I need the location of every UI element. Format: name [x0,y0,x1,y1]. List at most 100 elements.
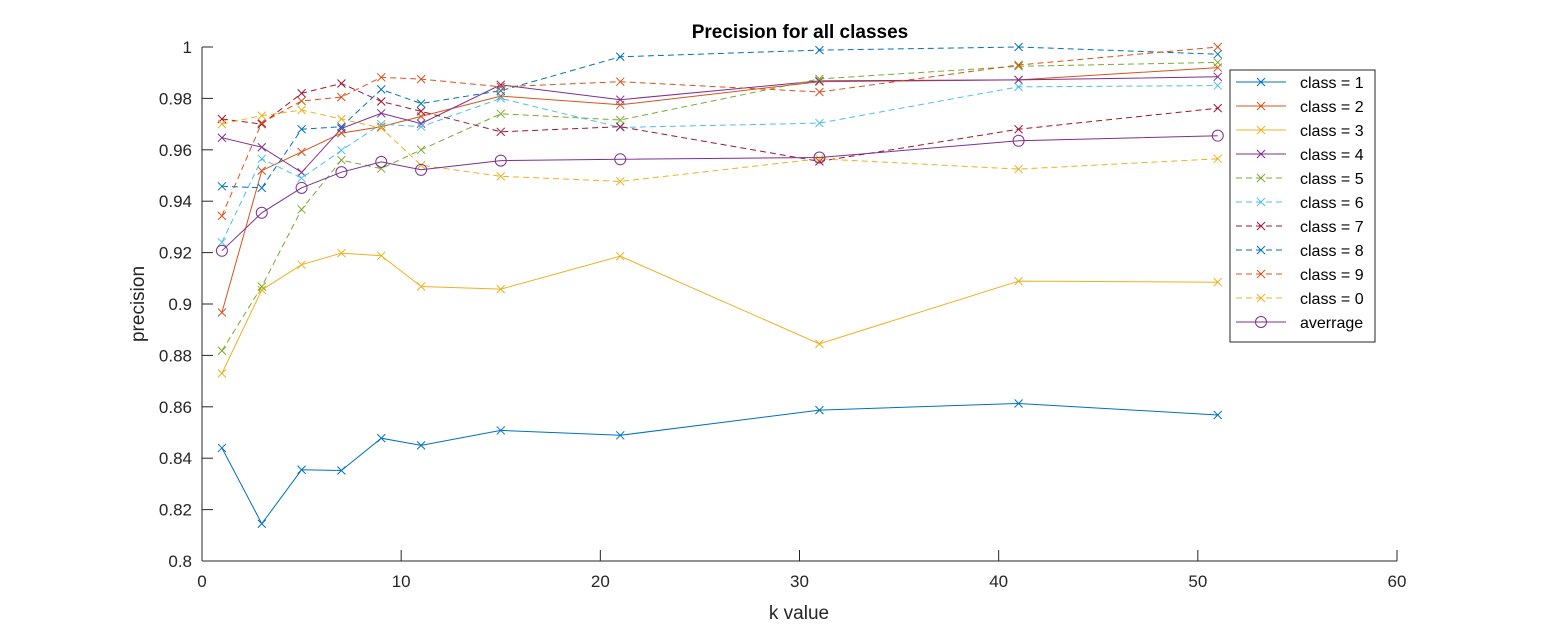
data-point [815,405,824,415]
y-tick-label: 0.88 [159,346,192,365]
legend-marker [1256,221,1266,231]
data-point [813,151,826,164]
data-point [257,519,267,529]
data-point [376,251,386,261]
data-point [496,284,506,294]
series-10 [215,129,1224,257]
data-point [1014,61,1023,71]
data-point [337,114,346,124]
data-point [415,163,428,176]
data-point [416,282,426,291]
axes: 0 10 20 30 40 50 60 0.8 0.82 0.84 0.86 0.88 0.9 0.92 0… [159,38,1407,591]
data-point [496,82,506,92]
legend-item: class = 8 [1236,243,1364,260]
series-2 [217,248,1223,378]
legend: class = 1 class = 2 class = 3 class = 4 clas… [1229,69,1376,343]
data-point [217,237,227,247]
legend-label: class = 5 [1300,171,1364,188]
legend-label: averrage [1300,315,1363,332]
data-point [217,181,227,191]
data-point [1213,58,1223,67]
data-point [257,166,267,175]
data-point [615,115,625,125]
data-point [337,79,346,88]
data-point [1014,399,1023,408]
data-point [615,430,625,440]
legend-marker [1256,101,1266,111]
data-point [255,206,268,219]
y-tick-label: 0.84 [159,449,192,468]
y-tick-label: 0.94 [159,192,192,211]
data-point [215,244,228,257]
legend-label: class = 2 [1300,99,1364,116]
data-point [297,105,306,115]
data-point [335,166,348,179]
legend-item: class = 6 [1236,195,1364,212]
data-point [337,248,346,258]
legend-item: class = 0 [1236,291,1364,308]
data-point [614,153,627,166]
legend-label: class = 0 [1300,291,1364,308]
data-point [376,72,386,82]
data-point [217,369,227,378]
x-tick-label: 40 [989,572,1008,591]
data-point [1213,49,1223,59]
data-point [1213,277,1223,287]
data-point [257,285,267,295]
y-tick-label: 0.92 [159,244,192,263]
legend-marker [1256,125,1266,135]
data-point [376,97,386,106]
data-point [615,95,625,105]
data-point [376,164,386,173]
legend-label: class = 1 [1300,75,1364,92]
data-point [376,123,386,133]
series-7 [217,42,1223,193]
legend-marker [1256,293,1266,303]
series-3 [217,72,1223,177]
x-axis-title: k value [769,603,829,624]
y-axis-title: precision [128,266,149,342]
data-point [257,154,267,164]
data-point [297,260,306,270]
x-tick-label: 10 [392,572,411,591]
legend-item: class = 4 [1236,147,1364,164]
data-point [337,122,346,132]
data-point [815,87,824,97]
data-point [815,118,824,128]
legend-marker [1256,245,1266,255]
data-point [337,145,346,155]
series-0 [217,399,1223,529]
data-point [337,155,346,165]
data-point [297,205,306,214]
data-point [416,122,426,132]
data-point [1014,42,1023,52]
legend-label: class = 9 [1300,267,1364,284]
data-point [416,99,426,108]
data-point [257,142,267,152]
data-point [217,133,227,143]
x-tick-label: 50 [1188,572,1207,591]
legend-label: class = 7 [1300,219,1364,236]
y-tick-label: 0.98 [159,89,192,108]
data-point [1012,134,1025,147]
data-point [217,119,227,129]
data-point [257,111,267,120]
series-5 [217,81,1223,247]
data-point [297,124,306,134]
data-point [297,96,306,106]
legend-item: class = 2 [1236,99,1364,116]
data-point [297,88,306,98]
series-6 [217,79,1223,166]
x-tick-label: 20 [591,572,610,591]
series-line [221,82,1218,162]
legend-label: class = 3 [1300,123,1364,140]
data-point [496,109,506,119]
data-point [815,154,824,164]
legend-marker [1255,316,1267,328]
data-point [295,181,308,194]
x-tick-label: 0 [197,572,206,591]
data-point [257,183,267,193]
series-line [221,135,1218,252]
data-point [337,92,346,102]
